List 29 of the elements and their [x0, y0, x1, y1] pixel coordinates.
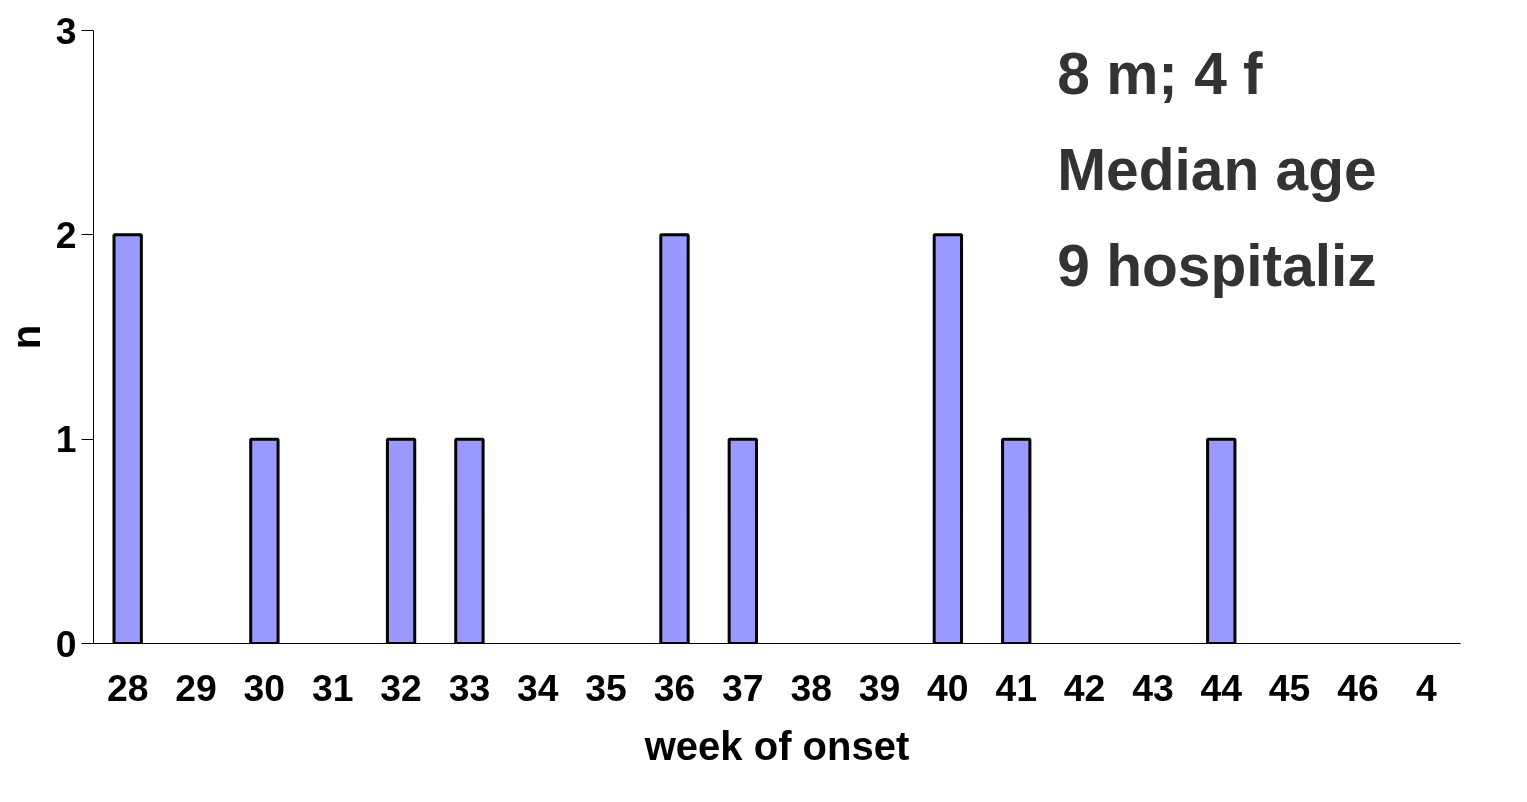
- x-tick-label: 46: [1337, 666, 1379, 709]
- x-tick-label: 36: [653, 666, 696, 709]
- x-tick-label: 39: [858, 666, 901, 709]
- x-tick-label: 29: [175, 666, 217, 709]
- x-axis-title: week of onset: [643, 723, 910, 768]
- x-tick-label: 4: [1415, 666, 1437, 709]
- y-tick-label: 2: [55, 213, 77, 256]
- x-tick-label: 33: [448, 666, 491, 709]
- x-tick-label: 35: [585, 666, 627, 709]
- x-tick-label: 43: [1132, 666, 1174, 709]
- y-tick-label: 0: [55, 622, 77, 665]
- x-tick-label: 38: [790, 666, 832, 709]
- x-tick-label: 34: [517, 666, 559, 709]
- y-tick-label: 3: [55, 9, 77, 52]
- annotation: 9 hospitaliz: [1057, 232, 1377, 298]
- annotation: 8 m; 4 f: [1057, 40, 1264, 106]
- y-axis-title: n: [3, 324, 48, 350]
- x-tick-label: 32: [380, 666, 422, 709]
- x-tick-label: 37: [722, 666, 764, 709]
- x-tick-label: 45: [1268, 666, 1311, 709]
- x-tick-label: 44: [1200, 666, 1243, 709]
- x-tick-label: 42: [1063, 666, 1106, 709]
- x-tick-label: 30: [243, 666, 286, 709]
- x-tick-label: 28: [106, 666, 149, 709]
- annotation: Median age: [1057, 136, 1377, 202]
- x-tick-label: 40: [927, 666, 969, 709]
- x-tick-label: 31: [311, 666, 354, 709]
- y-tick-label: 1: [55, 418, 77, 461]
- x-tick-label: 41: [995, 666, 1037, 709]
